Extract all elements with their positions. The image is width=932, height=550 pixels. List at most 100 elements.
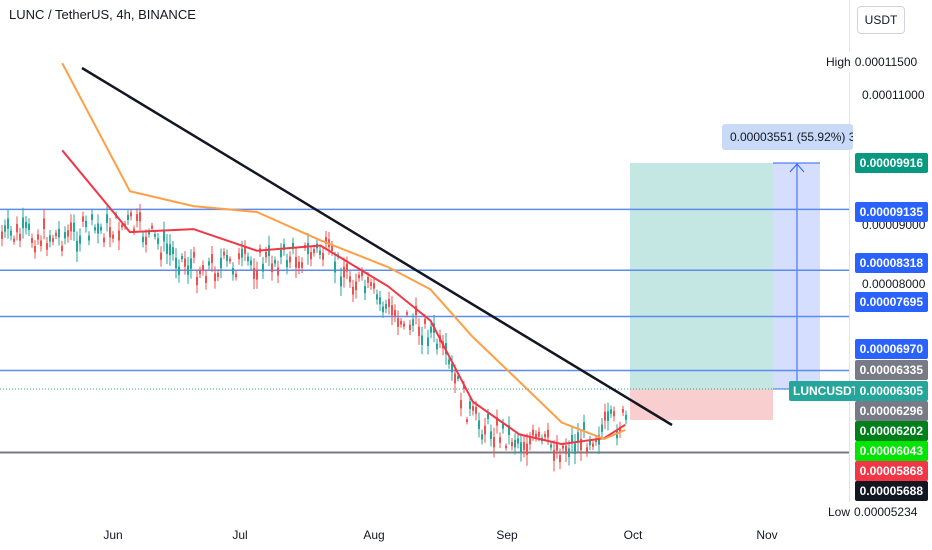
- candle-body: [535, 433, 537, 438]
- high-value: 0.00011500: [854, 55, 918, 69]
- candle-body: [145, 236, 147, 245]
- candle-body: [310, 252, 312, 260]
- candle-body: [544, 434, 546, 438]
- candle-body: [358, 274, 360, 279]
- candle-body: [31, 237, 33, 243]
- candle-body: [589, 440, 591, 446]
- currency-button[interactable]: USDT: [857, 6, 905, 34]
- candle-body: [61, 245, 63, 252]
- time-axis: Jun Jul Aug Sep Oct Nov: [103, 528, 777, 542]
- low-value: 0.00005234: [854, 505, 918, 519]
- candlesticks: [1, 203, 627, 472]
- candle-body: [67, 230, 69, 237]
- candle-body: [493, 437, 495, 448]
- candle-body: [193, 251, 195, 258]
- candle-body: [412, 319, 414, 326]
- candle-body: [436, 343, 438, 350]
- candle-body: [376, 294, 378, 300]
- candle-body: [601, 424, 603, 432]
- candle-body: [418, 326, 420, 336]
- candle-body: [94, 227, 96, 231]
- high-key: High: [826, 55, 851, 69]
- candle-body: [556, 442, 558, 451]
- candle-body: [382, 306, 384, 313]
- candle-body: [10, 230, 12, 236]
- candle-body: [49, 235, 51, 242]
- candle-body: [19, 233, 21, 241]
- candle-body: [481, 434, 483, 440]
- candle-body: [319, 250, 321, 255]
- moving-average-line: [61, 149, 626, 446]
- candle-body: [25, 221, 27, 229]
- candle-body: [409, 324, 411, 330]
- candle-body: [205, 275, 207, 283]
- candle-body: [235, 273, 237, 278]
- candle-body: [379, 297, 381, 305]
- candle-body: [460, 400, 462, 409]
- candle-body: [505, 445, 507, 449]
- candle-body: [385, 303, 387, 309]
- x-tick-label: Jul: [232, 528, 247, 542]
- candle-body: [109, 227, 111, 238]
- candle-body: [82, 216, 84, 222]
- candle-body: [37, 234, 39, 240]
- candle-body: [262, 263, 264, 272]
- candle-body: [559, 455, 561, 463]
- position-profit-label: 0.00003551 (55.92%) 3551: [722, 124, 853, 150]
- candle-body: [76, 241, 78, 252]
- price-axis-divider: [849, 0, 850, 520]
- candle-body: [238, 253, 240, 260]
- high-price-label: High 0.00011500: [822, 52, 918, 72]
- candle-body: [139, 212, 141, 222]
- candle-body: [622, 409, 624, 413]
- candle-body: [469, 401, 471, 409]
- candle-body: [514, 439, 516, 448]
- price-label: 0.00006296: [854, 401, 928, 421]
- candle-body: [301, 262, 303, 268]
- candle-body: [55, 232, 57, 236]
- candle-body: [562, 445, 564, 449]
- candle-body: [388, 299, 390, 307]
- candle-body: [586, 447, 588, 453]
- candle-body: [415, 305, 417, 316]
- low-key: Low: [828, 505, 851, 519]
- candle-body: [160, 252, 162, 260]
- candle-body: [43, 218, 45, 230]
- candle-body: [166, 243, 168, 255]
- candle-body: [547, 429, 549, 438]
- candle-body: [571, 434, 573, 444]
- candle-body: [220, 257, 222, 269]
- candle-body: [613, 411, 615, 417]
- candle-body: [391, 305, 393, 316]
- symbol-label: LUNCUSDT: [789, 381, 863, 401]
- long-position-tool[interactable]: [630, 162, 820, 420]
- candle-body: [208, 261, 210, 266]
- candle-body: [550, 444, 552, 448]
- trendline[interactable]: [81, 66, 673, 427]
- candle-body: [247, 256, 249, 262]
- candle-body: [211, 254, 213, 264]
- candle-body: [499, 437, 501, 443]
- candle-body: [127, 214, 129, 220]
- candle-body: [34, 246, 36, 253]
- candle-body: [490, 431, 492, 439]
- candle-body: [184, 258, 186, 267]
- candle-body: [538, 431, 540, 437]
- moving-averages: [61, 62, 626, 446]
- candle-body: [619, 426, 621, 433]
- candle-body: [322, 252, 324, 260]
- candle-body: [355, 281, 357, 291]
- candle-body: [346, 263, 348, 272]
- candle-body: [406, 312, 408, 315]
- candle-body: [169, 244, 171, 256]
- candle-body: [298, 261, 300, 269]
- price-label: 0.00005868: [854, 461, 928, 481]
- candle-body: [178, 266, 180, 275]
- candle-body: [625, 414, 627, 420]
- candle-body: [13, 238, 15, 242]
- candle-body: [370, 282, 372, 287]
- price-label: 0.00006970: [854, 339, 928, 359]
- candle-body: [85, 220, 87, 227]
- candle-body: [40, 240, 42, 247]
